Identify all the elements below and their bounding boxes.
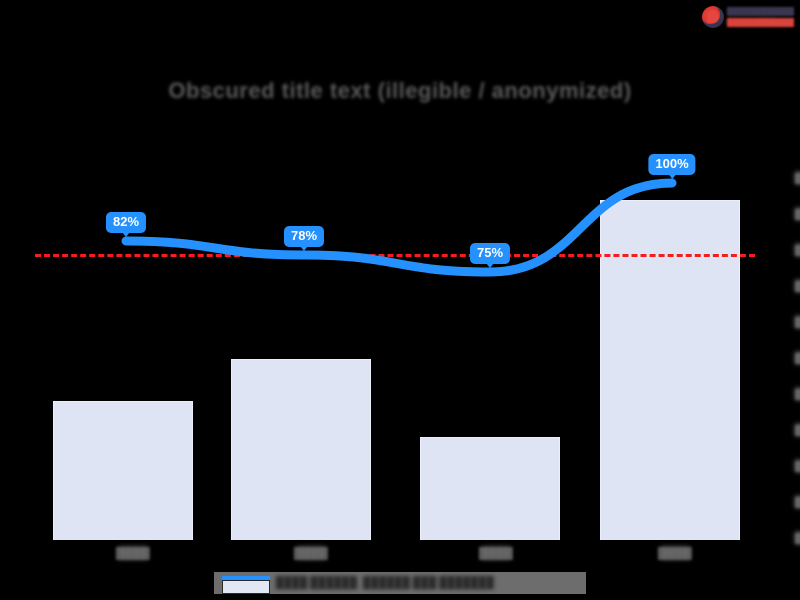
bar-0[interactable]: [53, 401, 193, 540]
logo-line-2: OBSCURED: [727, 18, 794, 27]
logo-wordmark: OBSCURED OBSCURED: [727, 7, 794, 27]
right-tick-6: ███: [795, 389, 800, 400]
point-label-1: 78%: [283, 226, 325, 251]
right-tick-9: ███: [795, 497, 800, 508]
right-tick-4: ███: [795, 317, 800, 328]
right-tick-7: ███: [795, 425, 800, 436]
bar-1[interactable]: [231, 359, 371, 540]
right-tick-10: ███: [795, 533, 800, 544]
line-series: [121, 178, 677, 277]
circular-droplet-logo-icon: [702, 6, 724, 28]
bar-2[interactable]: [420, 437, 560, 540]
legend-swatch-bar[interactable]: [222, 580, 270, 594]
logo-line-1: OBSCURED: [727, 7, 794, 16]
right-tick-2: ███: [795, 245, 800, 256]
x-tick-2: ████: [478, 547, 514, 560]
line-path: [121, 178, 677, 277]
threshold-line: [35, 254, 755, 257]
chart-title: Obscured title text (illegible / anonymi…: [168, 78, 632, 103]
x-tick-1: ████: [293, 547, 329, 560]
point-label-0: 82%: [105, 212, 147, 237]
chart-legend: ████ ██████ ██████ ███ ███████: [214, 572, 586, 594]
point-label-2: 75%: [469, 243, 511, 268]
right-tick-5: ███: [795, 353, 800, 364]
brand-logo: OBSCURED OBSCURED: [702, 4, 794, 30]
right-tick-1: ███: [795, 209, 800, 220]
x-tick-0: ████: [115, 547, 151, 560]
x-tick-3: ████: [657, 547, 693, 560]
legend-label-bar: ██████ ███ ███████: [363, 577, 494, 589]
right-tick-8: ███: [795, 461, 800, 472]
point-label-3: 100%: [648, 154, 696, 179]
right-tick-0: ███: [795, 173, 800, 184]
right-tick-3: ███: [795, 281, 800, 292]
plot-area: 82% 78% 75% 100% █ █ █ █ █ █ █ █ █ █ █ ███ █ ████ ████ ██…: [35, 154, 800, 560]
legend-label-line: ████ ██████: [276, 577, 357, 589]
